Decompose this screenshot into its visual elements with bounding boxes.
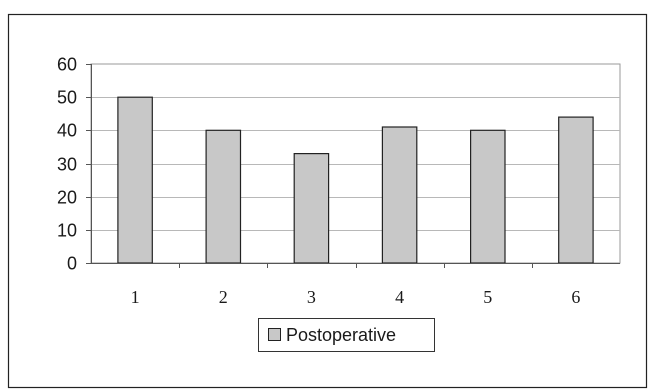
x-tick-label-2: 2 (219, 287, 228, 307)
y-tick-label-40: 40 (57, 121, 77, 141)
bars (117, 96, 594, 264)
gridlines (91, 97, 620, 231)
x-tick-label-6: 6 (571, 287, 580, 307)
legend-label: Postoperative (286, 325, 396, 345)
legend-swatch (268, 328, 281, 341)
bar-3 (293, 153, 330, 264)
y-tick-label-10: 10 (57, 221, 77, 241)
bar-4 (381, 126, 418, 264)
y-tick-label-20: 20 (57, 188, 77, 208)
x-tick-label-1: 1 (131, 287, 140, 307)
legend-box (258, 318, 435, 352)
x-tick-label-3: 3 (307, 287, 316, 307)
bar-5 (470, 129, 506, 264)
bar-2 (205, 129, 242, 264)
legend: Postoperative (258, 318, 435, 352)
y-tick-label-30: 30 (57, 155, 77, 175)
x-tick-label-5: 5 (483, 287, 492, 307)
y-tick-label-50: 50 (57, 88, 77, 108)
y-tick-label-0: 0 (67, 254, 77, 274)
axes (86, 64, 620, 268)
plot-area (90, 63, 621, 264)
y-tick-labels: 0 10 20 30 40 50 60 (57, 55, 77, 274)
x-tick-label-4: 4 (395, 287, 404, 307)
bar-1 (117, 96, 153, 264)
bar-6 (558, 116, 594, 264)
x-tick-labels: 1 2 3 4 5 6 (131, 287, 581, 307)
y-tick-label-60: 60 (57, 55, 77, 75)
